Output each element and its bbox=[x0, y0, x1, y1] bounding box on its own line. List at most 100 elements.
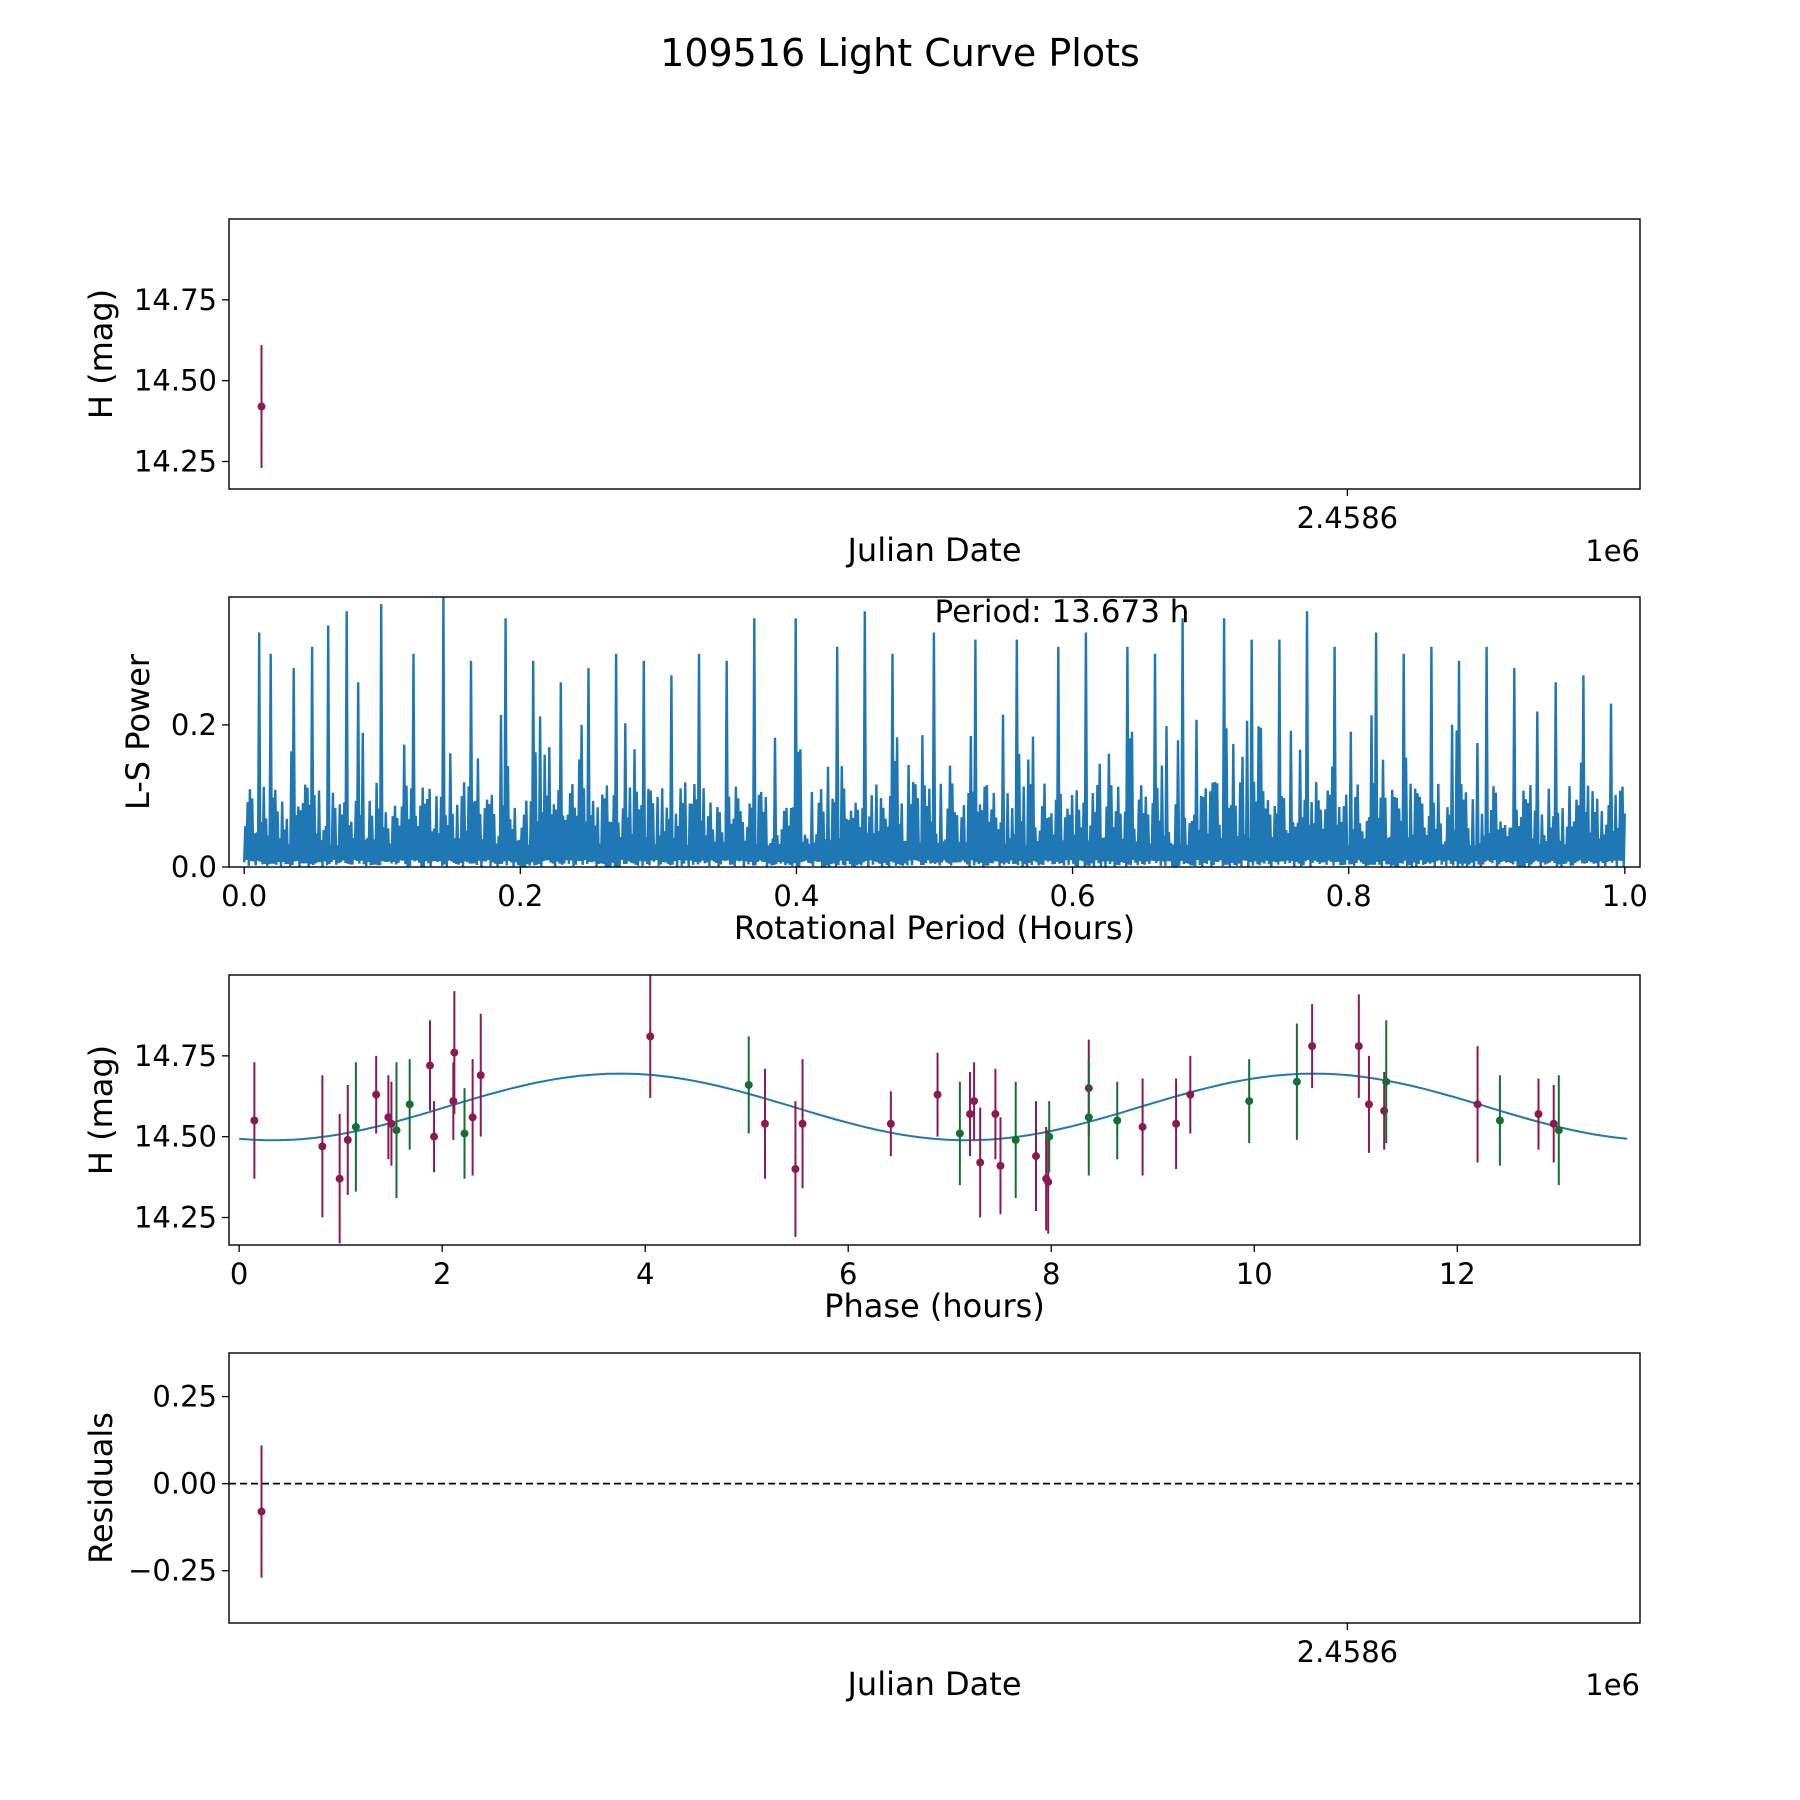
data-point bbox=[1011, 1135, 1020, 1144]
x-axis-label: Phase (hours) bbox=[824, 1287, 1045, 1325]
data-point bbox=[430, 1132, 439, 1141]
data-point bbox=[476, 1071, 485, 1080]
data-point bbox=[791, 1165, 800, 1174]
lightcurve-axes-frame bbox=[228, 218, 1641, 490]
x-tick-label: 0.0 bbox=[221, 879, 267, 913]
data-point bbox=[392, 1126, 401, 1135]
phased-panel: 0 2 4 6 8 10 12 14.25 14.50 14.75 Phase (hours) H (… bbox=[82, 974, 1641, 1325]
data-point bbox=[257, 402, 266, 411]
data-point bbox=[1534, 1110, 1543, 1119]
periodogram-panel: Period: 13.673 h 0.0 0.2 0.4 0.6 0.8 1.0 0.0 0.2… bbox=[119, 594, 1648, 947]
phased-axes-frame bbox=[228, 974, 1641, 1246]
x-axis-label: Julian Date bbox=[845, 531, 1021, 569]
y-tick-label: 14.50 bbox=[134, 364, 217, 398]
y-axis-label: H (mag) bbox=[82, 289, 120, 419]
x-tick-label: 12 bbox=[1439, 1257, 1476, 1291]
data-point bbox=[1382, 1077, 1391, 1086]
x-tick-label: 1.0 bbox=[1602, 879, 1648, 913]
data-point bbox=[955, 1129, 964, 1138]
x-axis-label: Rotational Period (Hours) bbox=[734, 909, 1135, 947]
data-point bbox=[318, 1142, 327, 1151]
y-tick-label: 14.25 bbox=[134, 1201, 217, 1235]
x-tick-label: 8 bbox=[1042, 1257, 1060, 1291]
data-point bbox=[970, 1097, 979, 1106]
x-tick-label: 10 bbox=[1236, 1257, 1273, 1291]
y-axis-label: H (mag) bbox=[82, 1045, 120, 1175]
periodogram-axes-frame bbox=[228, 596, 1641, 868]
y-tick-label: 14.25 bbox=[134, 445, 217, 479]
y-tick-label: 0.2 bbox=[171, 708, 217, 742]
lightcurve-plot-area bbox=[257, 345, 266, 468]
data-point bbox=[1044, 1177, 1053, 1186]
periodogram-plot-area bbox=[243, 597, 1626, 867]
data-point bbox=[1354, 1042, 1363, 1051]
x-tick-label: 0 bbox=[230, 1257, 248, 1291]
x-axis-label: Julian Date bbox=[845, 1665, 1021, 1703]
y-axis-label: Residuals bbox=[82, 1412, 120, 1564]
data-point bbox=[1495, 1116, 1504, 1125]
data-point bbox=[1292, 1077, 1301, 1086]
lightcurve-panel: 2.45862.45882.45902.45922.45942.459614.2… bbox=[82, 218, 1641, 569]
x-tick-label: 2 bbox=[433, 1257, 451, 1291]
data-point bbox=[335, 1174, 344, 1183]
data-point bbox=[1113, 1116, 1122, 1125]
x-tick-label: 2.4586 bbox=[1297, 1635, 1398, 1669]
data-point bbox=[257, 1507, 266, 1516]
y-tick-label: 0.00 bbox=[152, 1467, 217, 1501]
series-g-band bbox=[351, 1020, 1563, 1199]
data-point bbox=[351, 1122, 360, 1131]
data-point bbox=[1084, 1113, 1093, 1122]
x-tick-label: 0.4 bbox=[773, 879, 819, 913]
data-point bbox=[250, 1116, 259, 1125]
x-tick-label: 4 bbox=[636, 1257, 654, 1291]
model-fit-curve bbox=[239, 1072, 1628, 1142]
data-point bbox=[449, 1097, 458, 1106]
x-offset-label: 1e6 bbox=[1585, 1668, 1640, 1702]
x-offset-label: 1e6 bbox=[1585, 534, 1640, 568]
y-tick-label: 0.25 bbox=[152, 1380, 217, 1414]
y-tick-label: 14.75 bbox=[134, 283, 217, 317]
data-point bbox=[450, 1048, 459, 1057]
residuals-plot-area bbox=[229, 1445, 1640, 1578]
data-point bbox=[991, 1110, 1000, 1119]
data-point bbox=[425, 1061, 434, 1070]
data-point bbox=[1364, 1100, 1373, 1109]
data-point bbox=[1308, 1042, 1317, 1051]
series-r-band bbox=[257, 345, 266, 468]
x-tick-label: 2.4586 bbox=[1297, 501, 1398, 535]
data-point bbox=[1032, 1152, 1041, 1161]
phased-plot-area bbox=[239, 975, 1628, 1244]
series-r-band bbox=[250, 975, 1558, 1244]
data-point bbox=[976, 1158, 985, 1167]
x-tick-label: 0.8 bbox=[1326, 879, 1372, 913]
data-point bbox=[966, 1110, 975, 1119]
y-tick-label: 14.75 bbox=[134, 1039, 217, 1073]
data-point bbox=[1473, 1100, 1482, 1109]
data-point bbox=[1554, 1126, 1563, 1135]
y-tick-label: 14.50 bbox=[134, 1120, 217, 1154]
y-axis-label: L-S Power bbox=[119, 653, 157, 810]
data-point bbox=[1245, 1097, 1254, 1106]
periodogram-line bbox=[243, 597, 1626, 867]
data-point bbox=[886, 1119, 895, 1128]
y-tick-label: −0.25 bbox=[128, 1554, 217, 1588]
data-point bbox=[1045, 1132, 1054, 1141]
figure-title: 109516 Light Curve Plots bbox=[660, 31, 1140, 75]
data-point bbox=[646, 1032, 655, 1041]
x-tick-label: 6 bbox=[839, 1257, 857, 1291]
data-point bbox=[996, 1161, 1005, 1170]
data-point bbox=[405, 1100, 414, 1109]
x-tick-label: 0.6 bbox=[1050, 879, 1096, 913]
data-point bbox=[468, 1113, 477, 1122]
data-point bbox=[1172, 1119, 1181, 1128]
data-point bbox=[798, 1119, 807, 1128]
data-point bbox=[1138, 1122, 1147, 1131]
data-point bbox=[387, 1119, 396, 1128]
data-point bbox=[1549, 1119, 1558, 1128]
y-tick-label: 0.0 bbox=[171, 850, 217, 884]
data-point bbox=[933, 1090, 942, 1099]
data-point bbox=[372, 1090, 381, 1099]
residuals-axes-frame bbox=[228, 1352, 1641, 1624]
series-r-band bbox=[257, 1445, 266, 1578]
